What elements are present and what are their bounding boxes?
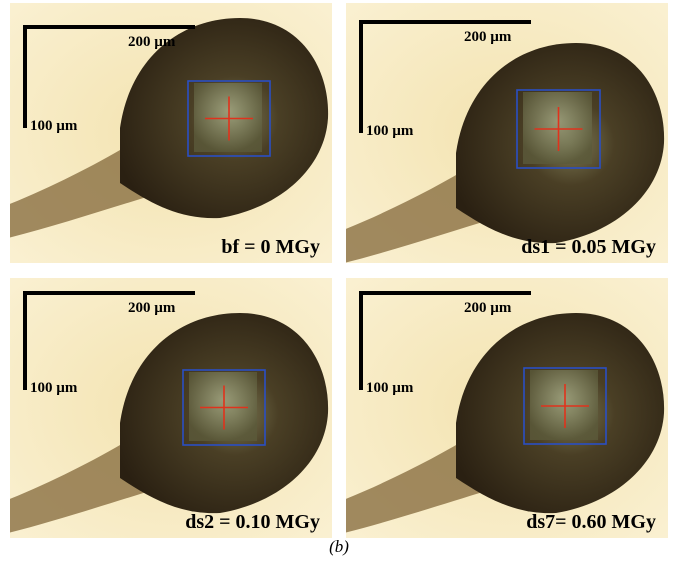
photo [0, 278, 332, 538]
scale-label-horizontal: 200 µm [464, 29, 512, 45]
scale-label-horizontal: 200 µm [128, 300, 176, 316]
crystal-core [189, 372, 257, 441]
dose-label: ds1 = 0.05 MGy [521, 236, 656, 258]
scale-label-vertical: 100 µm [366, 380, 414, 396]
figure: (b) 200 µm 100 µm bf = 0 MGy 200 µm 100 µm ds… [0, 0, 678, 564]
scale-label-vertical: 100 µm [30, 380, 78, 396]
dose-label: bf = 0 MGy [221, 236, 320, 258]
dose-label: ds2 = 0.10 MGy [185, 511, 320, 533]
scale-label-vertical: 100 µm [30, 118, 78, 134]
panel: 200 µm 100 µm ds1 = 0.05 MGy [336, 3, 668, 265]
scale-label-horizontal: 200 µm [464, 300, 512, 316]
crystal-core [194, 83, 262, 152]
scale-label-vertical: 100 µm [366, 123, 414, 139]
crystal-core [530, 370, 598, 440]
panel: 200 µm 100 µm ds2 = 0.10 MGy [0, 278, 332, 538]
dose-label: ds7= 0.60 MGy [526, 511, 656, 533]
photo [336, 278, 668, 538]
caption: (b) [329, 537, 349, 556]
panel: 200 µm 100 µm bf = 0 MGy [0, 3, 332, 263]
scale-label-horizontal: 200 µm [128, 34, 176, 50]
panel: 200 µm 100 µm ds7= 0.60 MGy [336, 278, 668, 538]
crystal-core [523, 92, 592, 164]
